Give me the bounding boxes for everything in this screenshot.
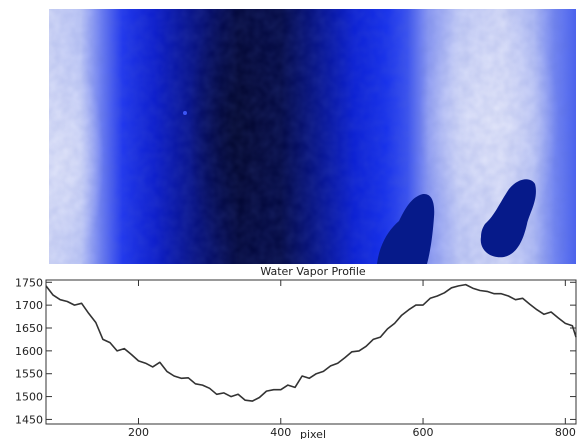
x-tick-label: 200 (128, 426, 149, 439)
y-axis: 1450 1500 1550 1600 1650 1700 1750 (15, 276, 576, 426)
y-tick-label: 1500 (15, 391, 43, 404)
small-bright-speck (183, 111, 187, 115)
chart-title: Water Vapor Profile (260, 265, 366, 278)
y-tick-label: 1700 (15, 299, 43, 312)
y-tick-label: 1550 (15, 368, 43, 381)
water-vapor-profile-chart: Water Vapor Profile 200 400 600 800 1450 150… (0, 265, 585, 439)
x-tick-label: 800 (555, 426, 576, 439)
x-axis-label: pixel (300, 428, 326, 439)
y-tick-label: 1600 (15, 345, 43, 358)
x-tick-label: 600 (413, 426, 434, 439)
profile-line (45, 283, 577, 402)
dark-feature-left (377, 193, 435, 264)
y-tick-label: 1650 (15, 322, 43, 335)
y-tick-label: 1450 (15, 413, 43, 426)
x-tick-label: 400 (270, 426, 291, 439)
y-tick-label: 1750 (15, 276, 43, 289)
x-axis: 200 400 600 800 (128, 280, 576, 439)
water-vapor-image (49, 9, 576, 264)
plot-frame (45, 279, 577, 425)
dark-feature-right (480, 179, 536, 258)
